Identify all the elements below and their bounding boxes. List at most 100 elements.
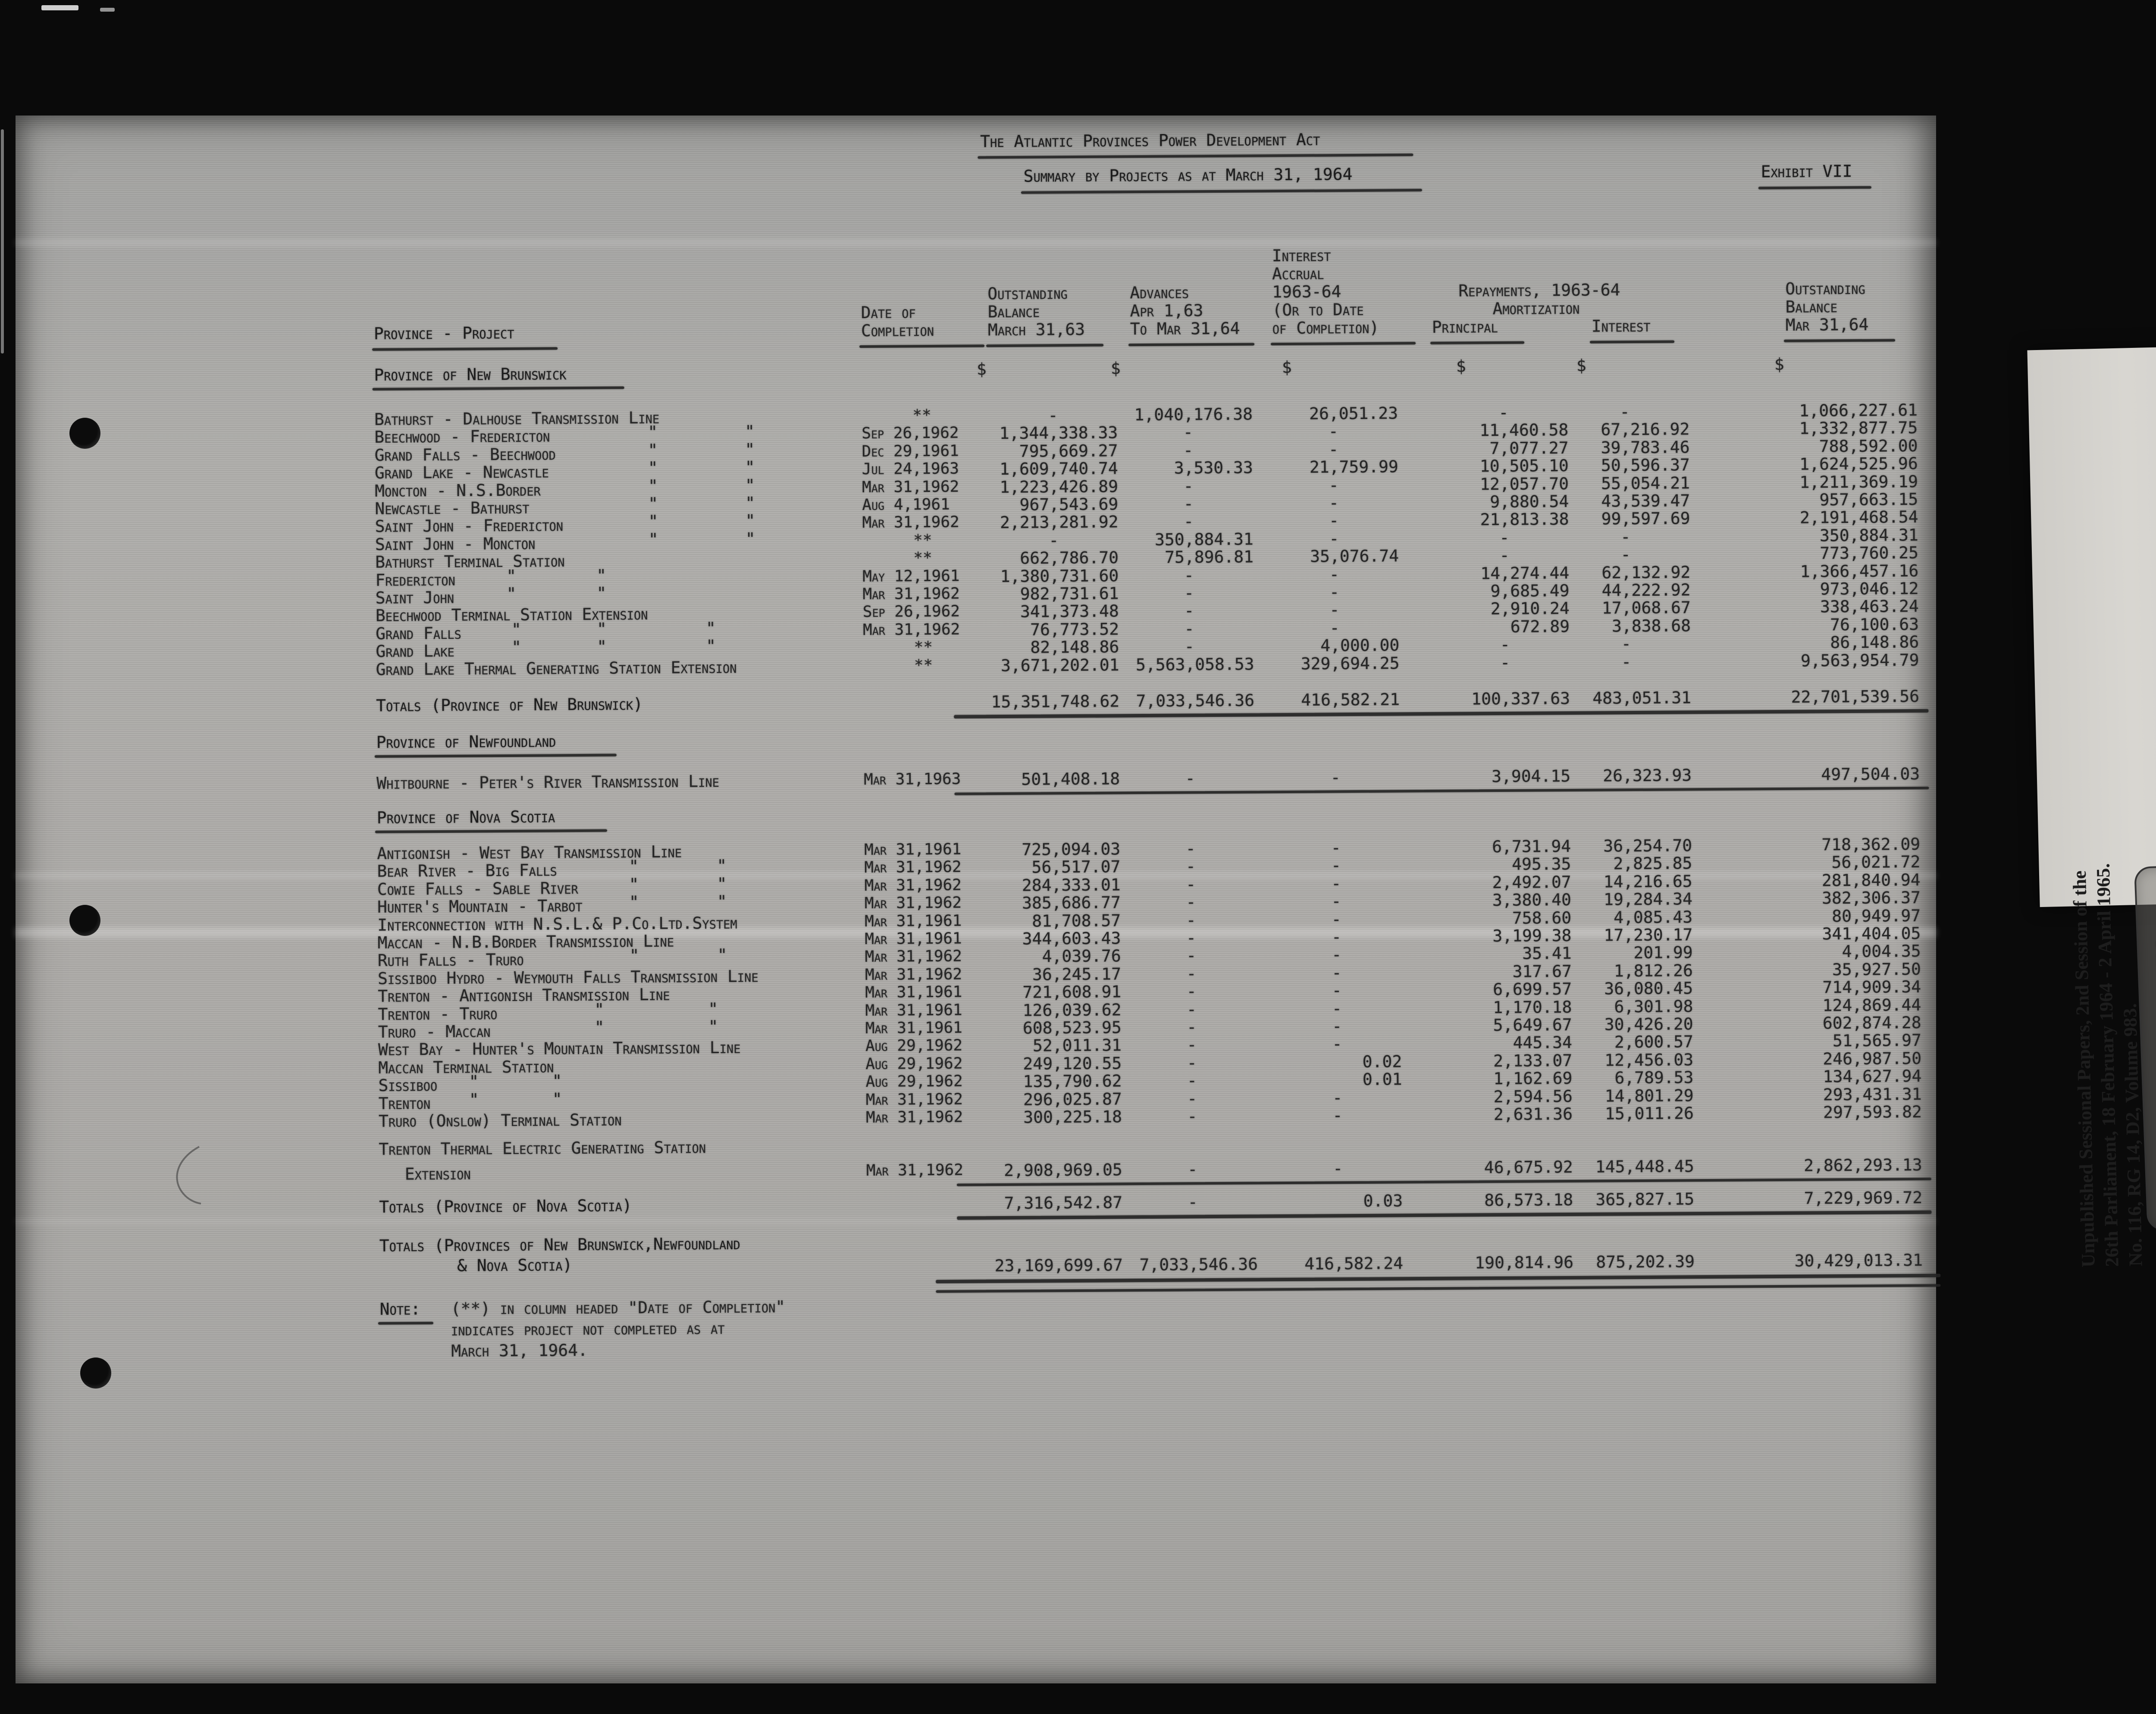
value-cell: 3,838.68 [1611,616,1691,636]
project-name: Grand Lake [376,641,454,661]
value-cell: 56,517.07 [1031,857,1121,877]
value-cell: - [1186,875,1196,894]
value-cell: 36,245.17 [1032,964,1122,984]
totals-label-new-brunswick: Totals (Province of New Brunswick) [376,694,643,715]
value-cell: 35,927.50 [1832,959,1921,979]
project-name: Maccan Terminal Station [378,1057,554,1077]
date-cell: ** [912,407,931,425]
value-cell: - [1331,838,1341,857]
scan-streak [16,240,1936,246]
value-cell: - [1620,402,1630,422]
ditto-mark: " [594,1017,605,1037]
grand-totals-label-line2: & Nova Scotia) [457,1255,573,1275]
value-cell: - [1186,946,1197,965]
column-header-outstanding-balance-64: Mar 31,64 [1785,315,1869,335]
note-label-underline [378,1322,433,1325]
dollar-sign: $ [1282,357,1292,377]
ditto-mark: " [717,874,727,893]
ditto-mark: " [469,1090,479,1109]
exhibit-label: Exhibit VII [1761,161,1852,181]
value-cell: 2,213,281.92 [1000,512,1119,532]
project-name: Grand Lake Thermal Generating Station Ex… [376,657,737,679]
value-cell: - [1500,635,1510,654]
value-cell: 26,323.93 [1603,766,1692,785]
value-cell: - [1185,857,1196,876]
ditto-mark: " [511,638,522,657]
ditto-mark: " [708,999,718,1018]
ditto-mark: " [745,422,755,441]
ditto-mark: " [629,874,639,894]
value-cell: 44,222.92 [1601,580,1691,600]
value-cell: - [1183,441,1194,460]
value-cell: - [1328,440,1339,459]
value-cell: 15,011.26 [1604,1104,1694,1123]
scan-streak [16,873,1936,878]
ditto-mark: " [705,618,716,638]
project-name: Trenton - Truro [378,1004,498,1024]
value-cell: 249,120.55 [1023,1054,1122,1073]
ditto-mark: " [629,857,639,876]
value-cell: 483,051.31 [1592,688,1692,708]
project-name: Bear River - Big Falls [377,860,557,881]
column-header-advances: To Mar 31,64 [1130,319,1240,339]
value-cell: 967,543.69 [1019,494,1119,514]
project-name: Bathurst Terminal Station [375,551,565,572]
value-cell: - [1621,634,1631,654]
value-cell: - [1328,422,1338,441]
ditto-mark: " [506,584,517,604]
column-header-date-of-completion: Completion [861,320,934,340]
value-cell: - [1186,982,1197,1001]
value-cell: - [1331,927,1342,947]
ditto-mark: " [629,892,639,912]
project-name: Trenton [378,1093,431,1113]
note-line: (**) in column headed "Date of Completio… [451,1297,786,1318]
hair-artifact [176,1146,201,1204]
value-cell: 4,039.76 [1042,946,1121,966]
value-cell: - [1186,910,1196,930]
value-cell: - [1184,583,1194,603]
project-name: Trenton Thermal Electric Generating Stat… [379,1138,706,1159]
value-cell: 721,608.91 [1022,982,1122,1002]
project-name: Hunter's Mountain - Tarbot [377,896,583,917]
value-cell: - [1329,600,1340,619]
column-header-interest-accrual: of Completion) [1272,318,1379,338]
project-name: Interconnection with N.S.L.& P.Co.Ltd.Sy… [377,913,737,935]
typed-content: The Atlantic Provinces Power Development… [10,104,1941,1683]
project-name: Grand Falls - Beechwood [374,444,556,465]
dollar-sign: $ [976,360,987,379]
value-cell: 39,783.46 [1601,438,1690,457]
value-cell: 1,211,369.19 [1799,472,1918,492]
principal-underline [1430,341,1525,344]
value-cell: 293,431.31 [1823,1084,1922,1104]
value-cell: 14,801.29 [1604,1085,1694,1106]
value-cell: - [1331,856,1341,875]
interest-accrual-underline [1271,342,1416,346]
section-heading-underline [372,386,624,391]
value-cell: 350,884.31 [1154,529,1253,549]
value-cell: - [1330,768,1341,787]
value-cell: - [1183,422,1193,442]
ob63-underline [986,344,1104,347]
value-cell: 2,908,969.05 [1004,1160,1122,1180]
value-cell: - [1188,1160,1198,1179]
archive-reference-card: Unpublished Sessional Papers, 2nd Sessio… [2027,344,2156,1267]
dollar-sign: $ [1576,356,1586,375]
value-cell: 973,046.12 [1820,579,1919,599]
value-cell: 497,504.03 [1821,764,1920,784]
archive-reference-text: Unpublished Sessional Papers, 2nd Sessio… [2065,732,2150,1268]
value-cell: 7,229,969.72 [1804,1188,1923,1208]
value-cell: - [1331,874,1341,893]
value-cell: 4,085.43 [1614,907,1693,927]
value-cell: 957,663.15 [1819,490,1918,510]
ditto-mark: " [717,945,727,965]
value-cell: 875,202.39 [1596,1252,1695,1272]
value-cell: 55,054.21 [1601,473,1690,493]
value-cell: - [1186,892,1196,912]
column-header-interest-accrual: Accrual [1272,264,1324,284]
ditto-mark: " [745,511,755,531]
value-cell: 99,597.69 [1601,509,1690,529]
value-cell: - [1187,1107,1197,1126]
ditto-mark: " [708,1017,718,1036]
value-cell: 329,694.25 [1300,653,1400,673]
value-cell: 300,225.18 [1023,1107,1122,1127]
